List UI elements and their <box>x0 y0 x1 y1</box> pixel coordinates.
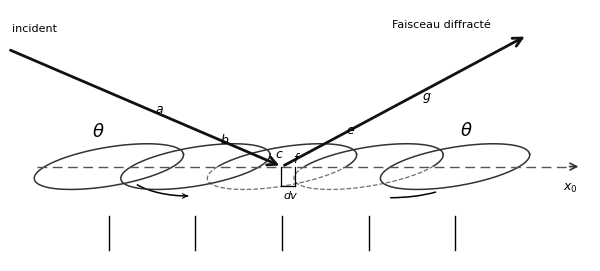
Text: b: b <box>220 134 228 147</box>
Text: $\theta$: $\theta$ <box>460 122 472 140</box>
Text: c: c <box>275 148 282 161</box>
Text: e: e <box>347 124 355 137</box>
Text: $\theta$: $\theta$ <box>92 123 104 141</box>
Text: incident: incident <box>11 24 56 34</box>
Text: $x_0$: $x_0$ <box>563 182 578 195</box>
Text: dv: dv <box>284 191 298 201</box>
Text: g: g <box>422 90 430 103</box>
Text: Faisceau diffracté: Faisceau diffracté <box>392 20 490 30</box>
Text: f: f <box>293 153 297 166</box>
Text: a: a <box>155 104 163 117</box>
